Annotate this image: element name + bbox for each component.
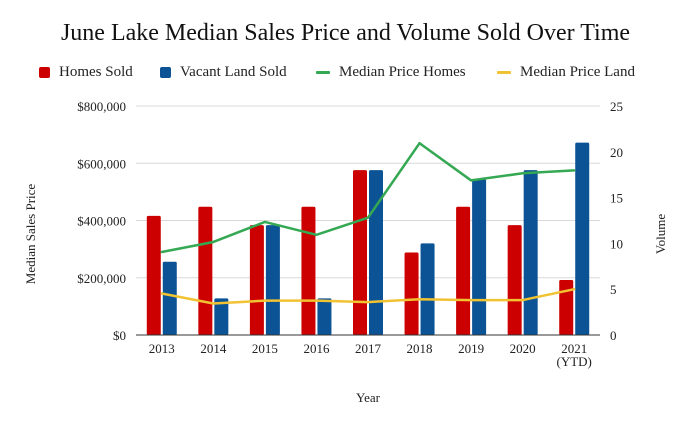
y-axis-left-title: Median Sales Price — [23, 184, 38, 285]
x-tick-label: 2014 — [200, 341, 227, 356]
y-left-tick-label: $800,000 — [77, 99, 126, 114]
legend-item-median-price-homes: Median Price Homes — [316, 64, 466, 81]
bar-vacant-land-sold — [265, 225, 280, 335]
legend-label-median-price-land: Median Price Land — [520, 64, 635, 80]
y-left-tick-label: $400,000 — [77, 214, 126, 229]
point-median-price-land — [263, 299, 267, 302]
bar-homes-sold — [404, 252, 419, 335]
point-median-price-land — [212, 302, 215, 305]
bar-homes-sold — [507, 225, 522, 335]
chart-title: June Lake Median Sales Price and Volume … — [60, 20, 631, 46]
bar-homes-sold — [353, 170, 367, 335]
bar-homes-sold — [301, 206, 316, 335]
bar-vacant-land-sold — [369, 170, 383, 335]
y-right-tick-label: 20 — [610, 145, 623, 160]
x-tick-label: 2020 — [510, 341, 536, 356]
bar-vacant-land-sold — [214, 298, 229, 335]
legend-swatch-median-price-land — [497, 71, 511, 74]
legend-label-homes-sold: Homes Sold — [59, 64, 133, 80]
legend-swatch-vacant-land-sold — [160, 67, 171, 78]
y-right-tick-label: 25 — [610, 99, 623, 114]
bar-homes-sold — [456, 206, 471, 335]
point-median-price-homes — [315, 233, 318, 237]
bar-homes-sold — [146, 215, 161, 335]
bar-vacant-land-sold — [162, 261, 177, 335]
legend-item-median-price-land: Median Price Land — [497, 64, 635, 81]
y-left-tick-label: $600,000 — [77, 156, 126, 171]
legend-item-vacant-land-sold: Vacant Land Sold — [160, 64, 287, 81]
y-left-tick-label: $200,000 — [77, 271, 126, 286]
point-median-price-homes — [263, 220, 267, 224]
point-median-price-land — [160, 292, 163, 295]
legend-item-homes-sold: Homes Sold — [39, 64, 133, 81]
y-right-tick-label: 15 — [610, 191, 623, 206]
x-tick-label: 2018 — [407, 341, 433, 356]
legend-label-vacant-land-sold: Vacant Land Sold — [180, 64, 287, 80]
x-tick-label: 2013 — [149, 341, 175, 356]
bar-vacant-land-sold — [575, 142, 590, 335]
legend: Homes Sold Vacant Land Sold Median Price… — [0, 64, 691, 84]
x-tick-label: 2017 — [355, 341, 382, 356]
legend-swatch-median-price-homes — [316, 71, 330, 74]
point-median-price-land — [573, 288, 576, 291]
point-median-price-land — [469, 298, 473, 302]
bar-homes-sold — [198, 206, 213, 335]
y-left-tick-label: $0 — [113, 328, 126, 343]
point-median-price-homes — [418, 142, 421, 145]
x-tick-label: 2021 (YTD) — [557, 341, 592, 369]
lines — [160, 141, 576, 305]
x-tick-label: 2016 — [303, 341, 330, 356]
bar-vacant-land-sold — [420, 243, 435, 335]
point-median-price-homes — [521, 172, 524, 175]
bar-vacant-land-sold — [317, 298, 332, 335]
x-tick-label: 2019 — [458, 341, 484, 356]
point-median-price-land — [366, 300, 370, 304]
bar-vacant-land-sold — [472, 179, 487, 335]
point-median-price-land — [521, 298, 524, 302]
bars — [146, 142, 590, 335]
bar-vacant-land-sold — [523, 170, 538, 335]
bar-homes-sold — [249, 225, 264, 335]
y-right-tick-label: 0 — [610, 328, 617, 343]
legend-label-median-price-homes: Median Price Homes — [339, 64, 466, 80]
point-median-price-land — [315, 299, 318, 302]
point-median-price-homes — [366, 216, 370, 219]
bar-homes-sold — [559, 280, 574, 335]
legend-swatch-homes-sold — [39, 67, 50, 78]
y-right-tick-label: 5 — [610, 282, 617, 297]
point-median-price-homes — [160, 250, 163, 254]
axes: $0 $200,000 $400,000 $600,000 $800,000 0 5 10 15… — [77, 99, 623, 369]
point-median-price-homes — [212, 240, 215, 244]
y-right-tick-label: 10 — [610, 236, 623, 251]
point-median-price-homes — [469, 179, 473, 182]
y-axis-right-title: Volume — [653, 214, 668, 254]
point-median-price-homes — [573, 169, 576, 172]
x-tick-label: 2015 — [252, 341, 278, 356]
x-axis-title: Year — [356, 390, 381, 405]
point-median-price-land — [418, 298, 421, 301]
